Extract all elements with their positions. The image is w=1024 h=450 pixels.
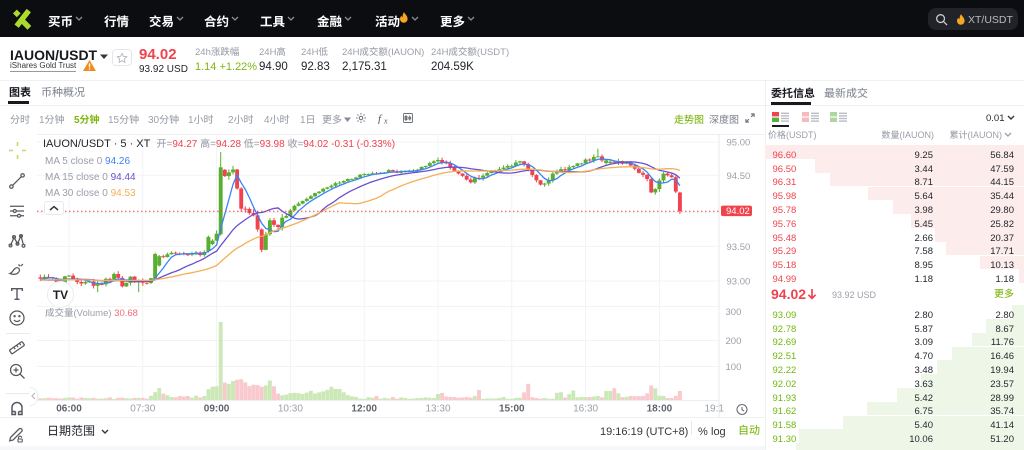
svg-text:TV: TV [53,288,68,302]
svg-text:12:00: 12:00 [351,400,377,415]
svg-text:f: f [378,113,383,124]
svg-text:07:30: 07:30 [130,400,155,415]
svg-text:15:00: 15:00 [499,400,525,415]
svg-text:200: 200 [726,333,742,347]
svg-text:100: 100 [726,359,742,373]
svg-text:x: x [383,117,388,125]
svg-text:13:30: 13:30 [425,400,450,415]
svg-text:16:30: 16:30 [573,400,598,415]
svg-text:06:00: 06:00 [56,400,82,415]
svg-text:94.02: 94.02 [726,203,750,217]
svg-text:95.00: 95.00 [727,135,751,149]
svg-text:09:00: 09:00 [204,400,230,415]
svg-text:19:1: 19:1 [705,400,725,415]
svg-text:94.50: 94.50 [727,168,751,182]
svg-text:93.50: 93.50 [727,239,751,253]
svg-text:10:30: 10:30 [278,400,303,415]
svg-text:93.00: 93.00 [727,274,751,288]
svg-text:18:00: 18:00 [647,400,673,415]
svg-text:300: 300 [726,304,742,318]
